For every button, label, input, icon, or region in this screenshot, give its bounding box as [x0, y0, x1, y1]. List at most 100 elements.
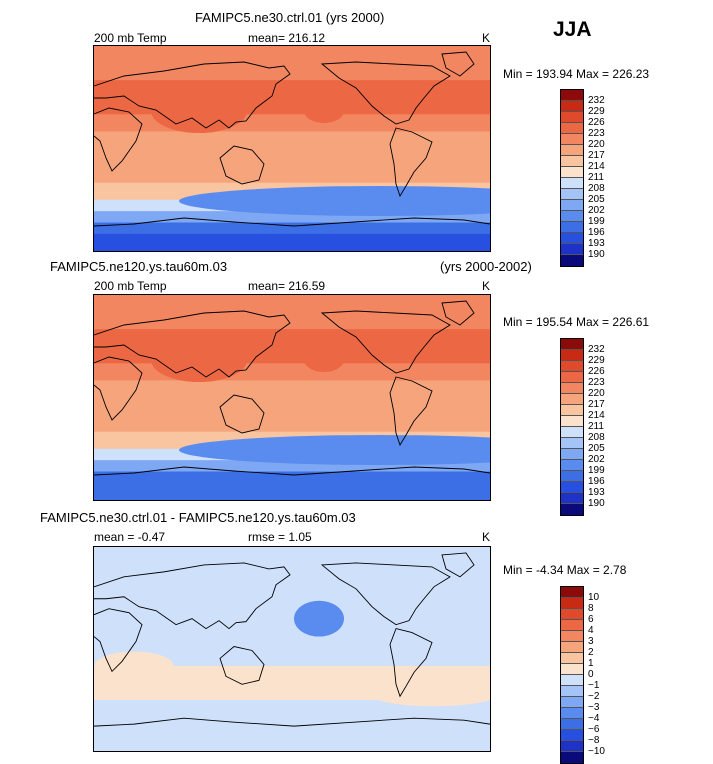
colorbar-swatch — [561, 350, 583, 361]
colorbar-swatch — [561, 244, 583, 255]
panel1-colorbar — [560, 89, 584, 267]
contour-band — [94, 312, 490, 330]
colorbar-label: 229 — [588, 106, 605, 117]
colorbar-label: 211 — [588, 172, 604, 183]
contour-band — [94, 722, 490, 735]
coastline — [220, 395, 264, 433]
colorbar-swatch — [561, 394, 583, 405]
contour-band — [94, 295, 490, 313]
colorbar-swatch — [561, 339, 583, 350]
coastline — [390, 629, 432, 697]
colorbar-label: 202 — [588, 205, 605, 216]
colorbar-label: 229 — [588, 355, 605, 366]
contour-region — [179, 186, 490, 216]
contour-region — [294, 600, 344, 637]
colorbar-swatch — [561, 482, 583, 493]
panel2-field: 200 mb Temp — [94, 279, 167, 293]
contour-band — [94, 547, 490, 565]
colorbar-swatch — [561, 211, 583, 222]
colorbar-swatch — [561, 156, 583, 167]
colorbar-label: −4 — [588, 713, 600, 724]
colorbar-swatch — [561, 598, 583, 609]
colorbar-label: −1 — [588, 680, 600, 691]
coastline — [94, 563, 290, 629]
contour-band — [94, 711, 490, 724]
contour-band — [94, 211, 490, 224]
panel3-minmax: Min = -4.34 Max = 2.78 — [503, 563, 627, 577]
colorbar-label: 214 — [588, 161, 605, 172]
colorbar-swatch — [561, 631, 583, 642]
colorbar-label: 4 — [588, 625, 594, 636]
colorbar-label: 2 — [588, 647, 594, 658]
colorbar-swatch — [561, 664, 583, 675]
colorbar-label: 217 — [588, 150, 605, 161]
coastline — [220, 146, 264, 184]
colorbar-swatch — [561, 620, 583, 631]
colorbar-label: 199 — [588, 216, 605, 227]
colorbar-swatch — [561, 200, 583, 211]
colorbar-swatch — [561, 145, 583, 156]
contour-band — [94, 80, 490, 98]
colorbar-label: 6 — [588, 614, 594, 625]
panel3-title: FAMIPC5.ne30.ctrl.01 - FAMIPC5.ne120.ys.… — [40, 510, 356, 525]
contour-band — [94, 598, 490, 616]
contour-region — [304, 99, 344, 123]
panel2-mean: mean= 216.59 — [248, 279, 326, 293]
panel3-map — [93, 546, 491, 752]
panel2-minmax: Min = 195.54 Max = 226.61 — [503, 315, 650, 329]
coastline — [94, 609, 142, 672]
colorbar-swatch — [561, 686, 583, 697]
colorbar-swatch — [561, 112, 583, 123]
panel3-units: K — [482, 530, 491, 544]
panel2-colorbar — [560, 338, 584, 516]
coastline — [94, 357, 142, 420]
colorbar-swatch — [561, 383, 583, 394]
coastline — [390, 128, 432, 196]
panel3-rmse: rmse = 1.05 — [248, 530, 312, 544]
contour-band — [94, 471, 490, 484]
panel1-field: 200 mb Temp — [94, 31, 167, 45]
panel1-map — [93, 45, 491, 252]
panel2-title: FAMIPC5.ne120.ys.tau60m.03 — [50, 259, 228, 274]
colorbar-label: 208 — [588, 432, 605, 443]
contour-band — [94, 700, 490, 712]
colorbar-swatch — [561, 675, 583, 686]
colorbar-label: 8 — [588, 603, 594, 614]
colorbar-swatch — [561, 101, 583, 112]
colorbar-label: 196 — [588, 476, 605, 487]
panel3-colorbar — [560, 586, 584, 764]
colorbar-label: 193 — [588, 238, 605, 249]
panel1-units: K — [482, 31, 491, 45]
panel2-map — [93, 294, 491, 501]
colorbar-swatch — [561, 222, 583, 233]
colorbar-label: 190 — [588, 498, 605, 509]
season-label: JJA — [553, 18, 592, 41]
contour-region — [151, 89, 247, 133]
coastline — [94, 311, 290, 377]
contour-band — [94, 148, 490, 167]
contour-band — [94, 564, 490, 582]
colorbar-swatch — [561, 449, 583, 460]
contour-band — [94, 632, 490, 650]
colorbar-swatch — [561, 134, 583, 145]
contour-region — [304, 348, 344, 372]
panel2-years: (yrs 2000-2002) — [440, 259, 532, 274]
coastline — [442, 52, 474, 76]
colorbar-label: 202 — [588, 454, 605, 465]
coastline — [322, 311, 450, 373]
coastline — [94, 218, 490, 226]
colorbar-label: 208 — [588, 183, 605, 194]
panel1-mean: mean= 216.12 — [248, 31, 326, 45]
colorbar-label: 1 — [588, 658, 594, 669]
colorbar-label: 232 — [588, 95, 605, 106]
coastline — [322, 563, 450, 625]
contour-band — [94, 581, 490, 599]
coastline — [94, 467, 490, 475]
coastline — [94, 718, 490, 726]
contour-band — [94, 615, 490, 633]
colorbar-swatch — [561, 653, 583, 664]
colorbar-label: 193 — [588, 487, 605, 498]
coastline — [94, 62, 290, 128]
contour-band — [94, 460, 490, 473]
colorbar-label: 220 — [588, 139, 605, 150]
